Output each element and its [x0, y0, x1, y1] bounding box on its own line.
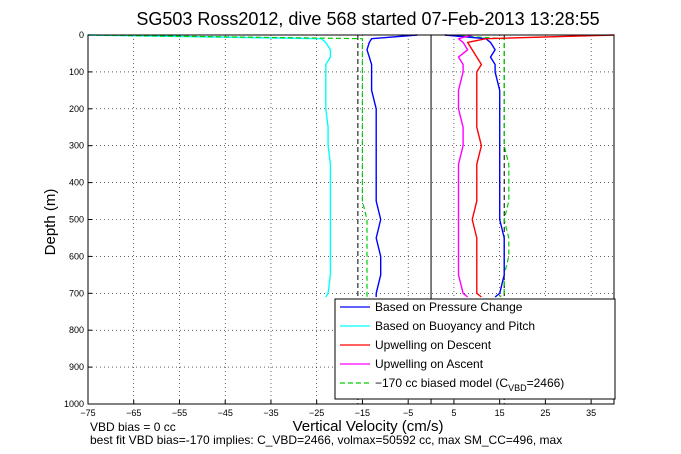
series-group — [87, 34, 615, 298]
y-tick-label: 200 — [69, 104, 84, 114]
footnote-vbd-bias: VBD bias = 0 cc — [90, 420, 176, 434]
footnote-best-fit: best fit VBD bias=-170 implies: C_VBD=24… — [90, 433, 562, 447]
x-axis-label: Vertical Velocity (cm/s) — [293, 418, 444, 435]
x-tick-label: −15 — [355, 408, 370, 418]
x-tick-label: 5 — [451, 408, 456, 418]
legend: Based on Pressure Change Based on Buoyanc… — [334, 298, 616, 400]
x-tick-label: −75 — [80, 408, 95, 418]
y-tick-label: 900 — [69, 362, 84, 372]
y-axis-label: Depth (m) — [42, 189, 59, 256]
series-line — [87, 34, 368, 297]
series-line — [444, 34, 510, 298]
y-tick-label: 400 — [69, 178, 84, 188]
y-tick-label: 600 — [69, 251, 84, 261]
legend-entry: Based on Pressure Change — [375, 300, 523, 314]
x-tick-label: −55 — [172, 408, 187, 418]
y-tick-label: 300 — [69, 141, 84, 151]
x-tick-label: −65 — [126, 408, 141, 418]
y-tick-label: 1000 — [64, 399, 84, 409]
series-line — [366, 34, 418, 297]
y-tick-label: 700 — [69, 288, 84, 298]
y-tick-label: 800 — [69, 325, 84, 335]
x-tick-label: 15 — [495, 408, 505, 418]
legend-entry: Upwelling on Descent — [375, 338, 492, 352]
y-axis-ticks: 0 100 200 300 400 500 600 700 800 900 1000 — [64, 30, 92, 409]
x-tick-label: −5 — [403, 408, 413, 418]
y-tick-label: 500 — [69, 215, 84, 225]
legend-entry: Based on Buoyancy and Pitch — [375, 319, 535, 333]
series-line — [87, 34, 332, 298]
y-tick-label: 0 — [79, 30, 84, 40]
y-tick-label: 100 — [69, 67, 84, 77]
chart-title: SG503 Ross2012, dive 568 started 07-Feb-… — [136, 9, 599, 29]
x-tick-label: 35 — [586, 408, 596, 418]
x-tick-label: −25 — [309, 408, 324, 418]
series-line — [457, 34, 473, 298]
x-tick-label: −35 — [263, 408, 278, 418]
legend-box — [334, 298, 616, 400]
x-tick-label: −45 — [218, 408, 233, 418]
series-line — [444, 34, 505, 298]
x-tick-label: 25 — [540, 408, 550, 418]
series-line — [466, 34, 615, 298]
x-axis-ticks: −75 −65 −55 −45 −35 −25 −15 −5 5 15 25 35 — [80, 400, 596, 418]
legend-entry: Upwelling on Ascent — [375, 357, 484, 371]
